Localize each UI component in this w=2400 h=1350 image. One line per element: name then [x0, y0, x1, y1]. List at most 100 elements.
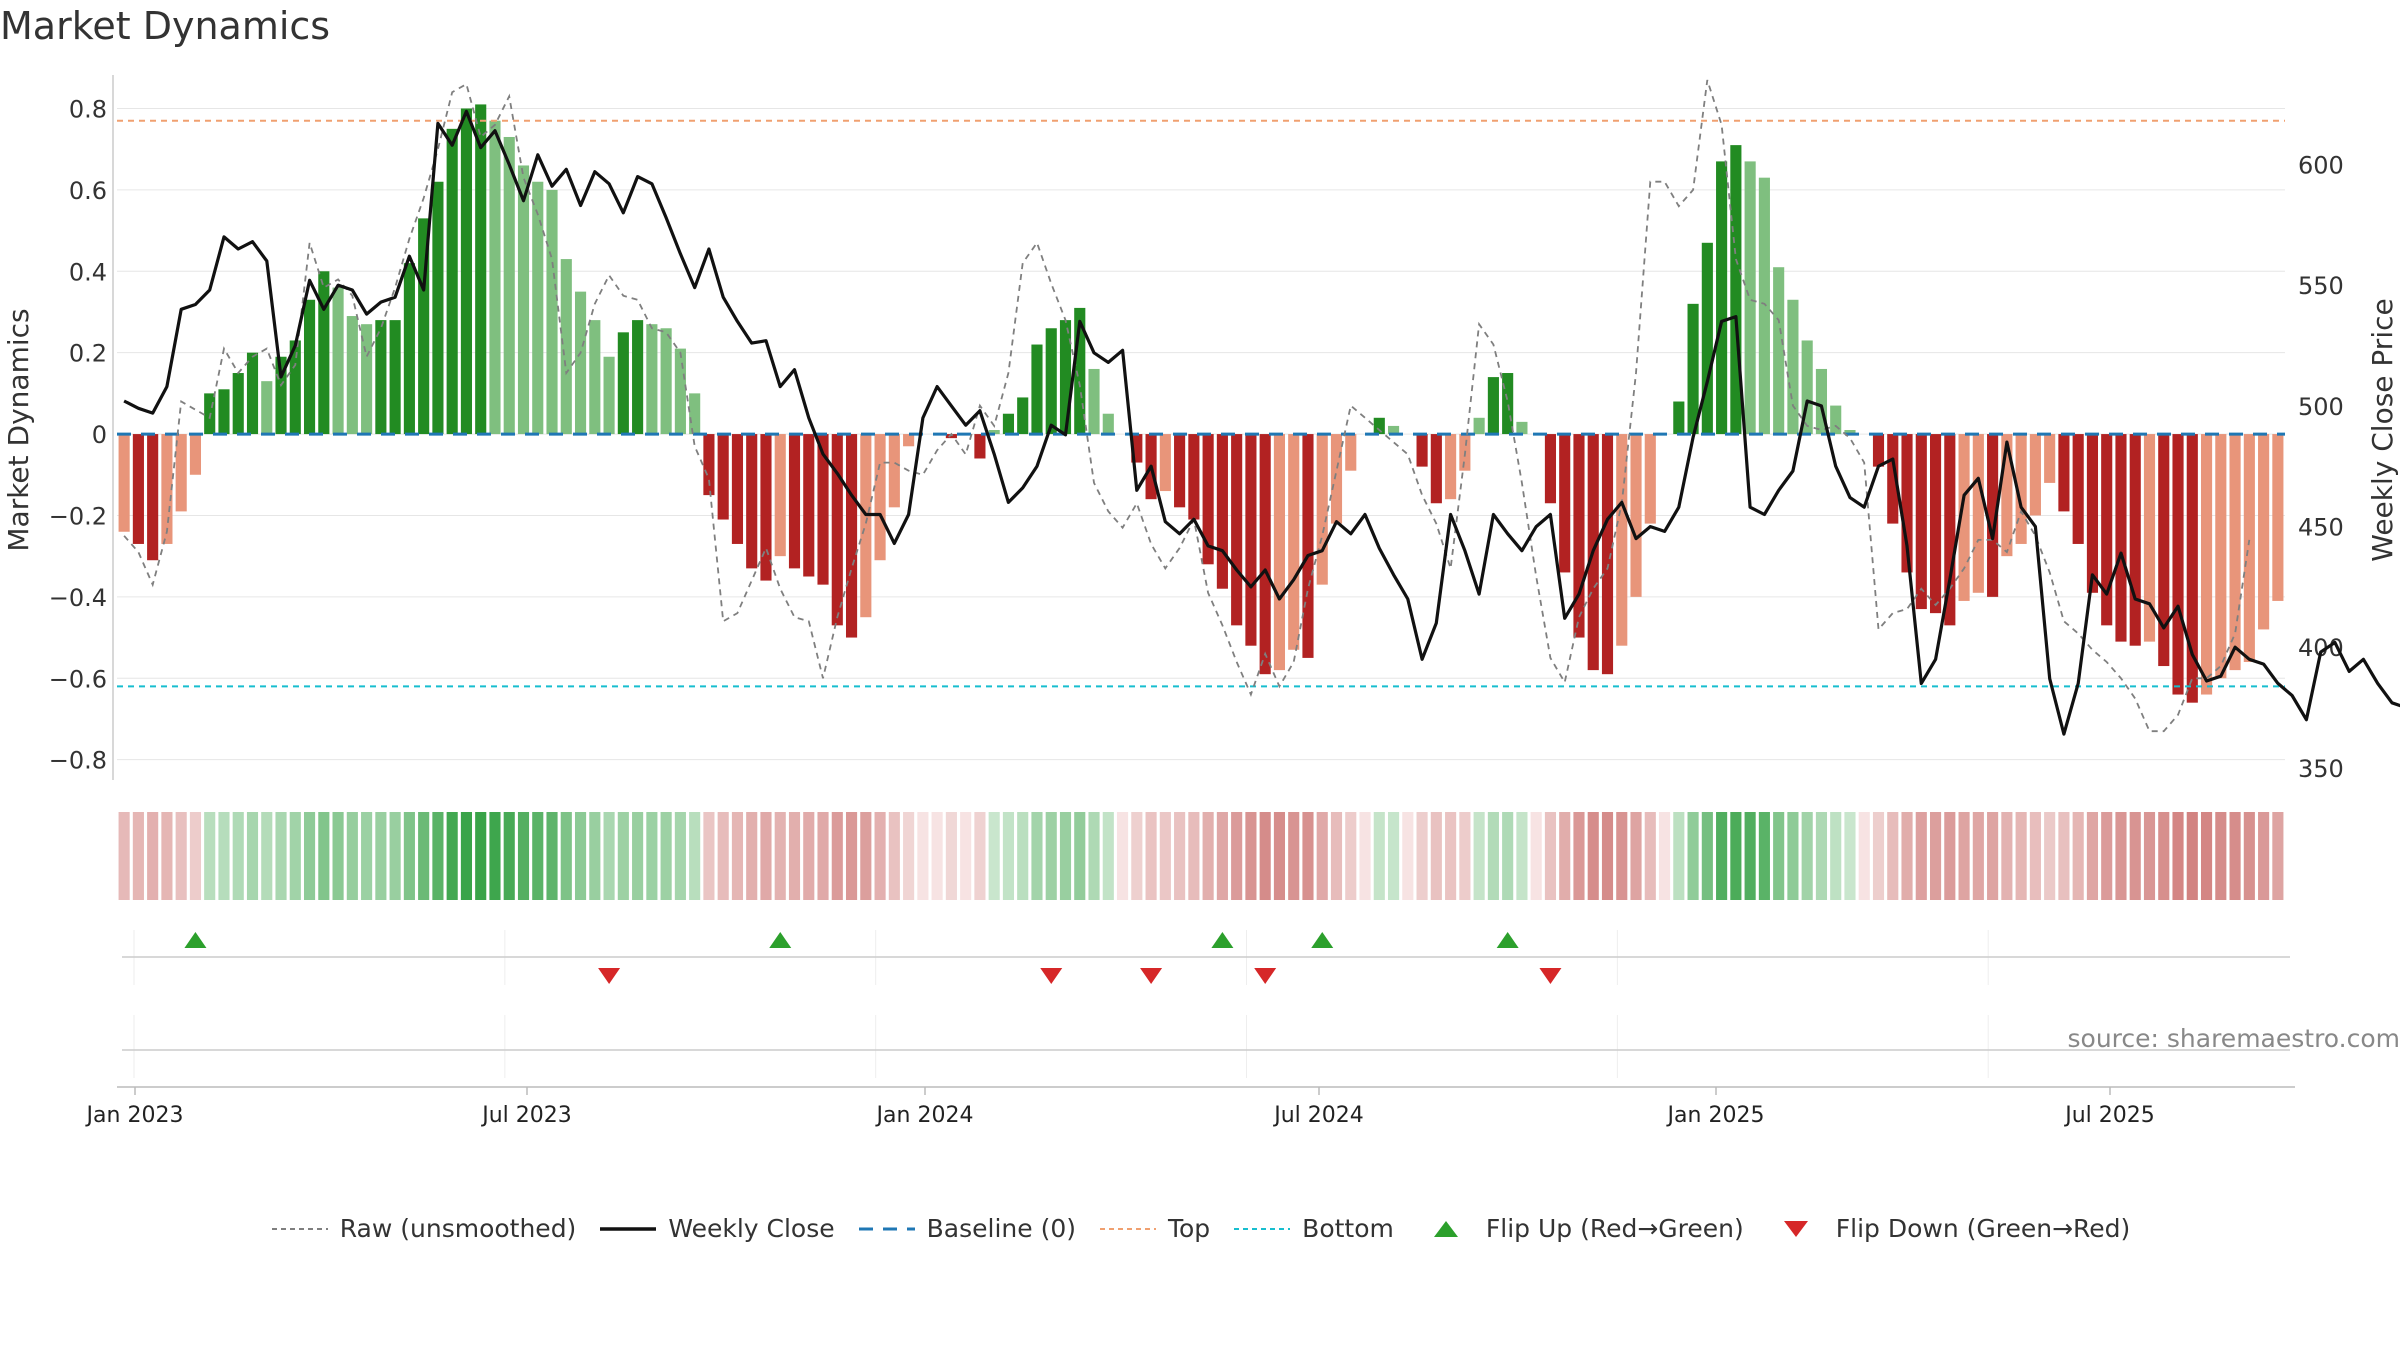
heatmap-cell: [903, 812, 915, 900]
dynamics-bar: [218, 389, 230, 435]
heatmap-cell: [1972, 812, 1984, 900]
heatmap-cell: [774, 812, 786, 900]
heatmap-cell: [1958, 812, 1970, 900]
legend-label: Raw (unsmoothed): [339, 1214, 577, 1243]
heatmap-cell: [817, 812, 829, 900]
heatmap-cell: [2129, 812, 2141, 900]
heatmap-cell: [1630, 812, 1642, 900]
dynamics-bar: [361, 324, 373, 435]
dynamics-bar: [1787, 299, 1799, 435]
dynamics-bar: [1273, 434, 1286, 671]
dynamics-bar: [1901, 434, 1913, 573]
legend-label: Weekly Close: [668, 1214, 835, 1243]
heatmap-cell: [1359, 812, 1371, 900]
heatmap-cell: [1487, 812, 1499, 900]
heatmap-cell: [1159, 812, 1171, 900]
heatmap-cell: [1773, 812, 1785, 900]
dynamics-bar: [1730, 145, 1742, 435]
dynamics-bar: [1673, 401, 1685, 435]
dynamics-bar: [1174, 434, 1186, 508]
dynamics-bar: [1017, 397, 1029, 435]
heatmap-cell: [1987, 812, 1999, 900]
dynamics-bar: [1958, 434, 1970, 601]
dynamics-bar: [988, 430, 1000, 435]
heatmap-cell: [1002, 812, 1015, 900]
dynamics-bar: [2258, 434, 2270, 630]
heatmap-cell: [175, 812, 187, 900]
y-tick-label: −0.6: [49, 665, 107, 693]
dynamics-bar: [703, 434, 715, 496]
legend-swatch: [1099, 1227, 1156, 1230]
y-tick-label: −0.4: [49, 584, 107, 612]
dynamics-bar: [475, 104, 487, 435]
heatmap-cell: [1245, 812, 1257, 900]
dynamics-bar: [774, 434, 786, 557]
dynamics-bar: [874, 434, 886, 561]
dynamics-bar: [632, 320, 644, 435]
dynamics-bar: [2158, 434, 2170, 667]
heatmap-cell: [1844, 812, 1856, 900]
dynamics-bar: [1330, 434, 1343, 524]
dynamics-bar: [746, 434, 758, 569]
dynamics-bar: [1701, 242, 1713, 435]
dynamics-bar: [888, 434, 900, 508]
heatmap-cell: [1430, 812, 1442, 900]
heatmap-cell: [1402, 812, 1414, 900]
heatmap-cell: [1872, 812, 1885, 900]
dynamics-bar: [289, 340, 301, 435]
heatmap-cell: [1445, 812, 1457, 900]
heatmap-cell: [289, 812, 301, 900]
dynamics-bar: [2272, 434, 2284, 601]
dynamics-bar: [1487, 377, 1499, 435]
heatmap-cell: [1730, 812, 1742, 900]
dynamics-bar: [1473, 417, 1485, 435]
x-tick-label: Jul 2024: [1272, 1103, 1364, 1128]
dynamics-bar: [574, 291, 587, 435]
x-tick-label: Jan 2025: [1666, 1103, 1765, 1128]
dynamics-bar: [803, 434, 815, 577]
y2-tick-label: 500: [2298, 393, 2344, 421]
source-label: source: sharemaestro.com: [2067, 1024, 2400, 1053]
dynamics-bar: [2229, 434, 2241, 671]
legend-label: Bottom: [1302, 1214, 1394, 1243]
x-tick-label: Jan 2023: [85, 1103, 184, 1128]
heatmap-cell: [403, 812, 415, 900]
dynamics-bar: [2186, 434, 2198, 703]
dynamics-bar: [1159, 434, 1171, 492]
heatmap-cell: [845, 812, 858, 900]
dynamics-bar: [1929, 434, 1942, 614]
x-tick-label: Jan 2024: [875, 1103, 974, 1128]
heatmap-cell: [1915, 812, 1927, 900]
heatmap-cell: [1502, 812, 1514, 900]
dynamics-bar: [446, 128, 458, 435]
heatmap-cell: [1544, 812, 1557, 900]
heatmap-cell: [1088, 812, 1100, 900]
heatmap-cell: [1273, 812, 1286, 900]
heatmap-cell: [446, 812, 458, 900]
heatmap-cell: [2158, 812, 2170, 900]
heatmap-cell: [560, 812, 572, 900]
heatmap-cell: [974, 812, 986, 900]
heatmap-cell: [1045, 812, 1057, 900]
dynamics-bar: [2115, 434, 2127, 642]
heatmap-cell: [147, 812, 159, 900]
dynamics-bar: [1074, 307, 1086, 435]
heatmap-cell: [746, 812, 758, 900]
heatmap-cell: [1787, 812, 1799, 900]
dynamics-bar: [1345, 434, 1357, 471]
heatmap-cell: [2272, 812, 2284, 900]
heatmap-cell: [1059, 812, 1072, 900]
heatmap-cell: [1288, 812, 1300, 900]
legend-item: Bottom: [1232, 1214, 1394, 1243]
dynamics-bar: [1758, 177, 1770, 435]
heatmap-cell: [632, 812, 644, 900]
dynamics-bar: [332, 287, 344, 435]
heatmap-cell: [1459, 812, 1471, 900]
chart-legend: Raw (unsmoothed) Weekly Close Baseline (0)…: [0, 1214, 2400, 1243]
chart-title: Market Dynamics: [0, 4, 331, 48]
dynamics-bar: [1616, 434, 1628, 646]
y-axis-title: Market Dynamics: [2, 308, 35, 551]
dynamics-bar: [1944, 434, 1956, 626]
heatmap-cell: [1601, 812, 1614, 900]
